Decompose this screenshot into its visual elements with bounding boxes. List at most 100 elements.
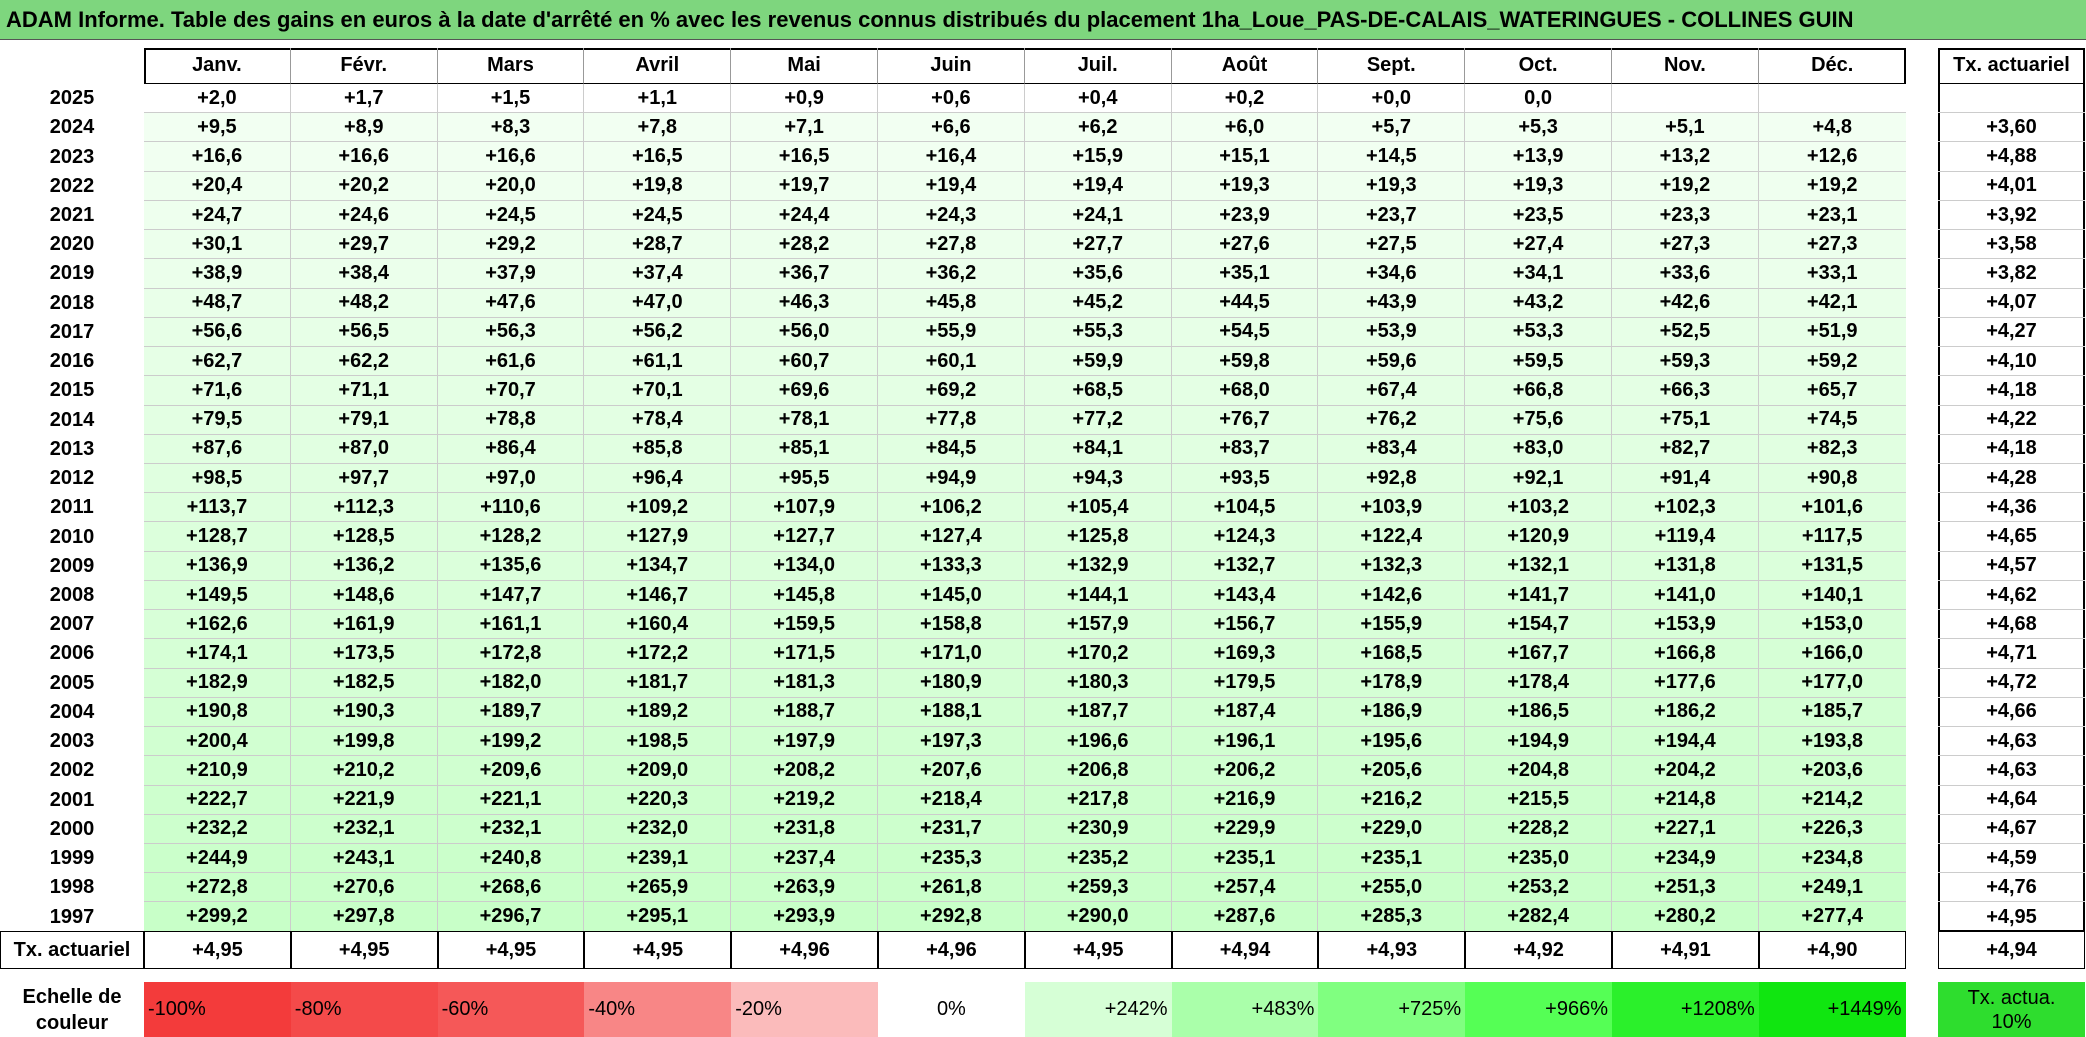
gain-cell: +170,2 (1024, 639, 1172, 669)
gain-cell: +7,1 (731, 113, 878, 143)
gain-cell: +127,9 (584, 522, 732, 552)
gain-cell: +214,2 (1758, 785, 1906, 815)
gain-cell: +153,9 (1612, 610, 1759, 640)
rate-cell: +4,07 (1938, 289, 2085, 318)
rate-cell: +4,28 (1938, 464, 2085, 494)
gain-cell: +69,6 (731, 376, 878, 406)
gain-cell: +232,2 (144, 814, 291, 844)
gain-cell: +180,3 (1024, 668, 1172, 698)
gain-cell: +6,0 (1171, 113, 1319, 143)
gain-cell: +157,9 (1024, 610, 1172, 640)
gain-cell: +282,4 (1465, 902, 1612, 932)
gain-cell: +234,8 (1758, 843, 1906, 874)
gain-cell: +15,1 (1171, 142, 1319, 172)
gain-cell: +103,2 (1465, 493, 1612, 523)
gain-cell: +134,7 (584, 551, 732, 581)
gain-cell: +181,3 (731, 668, 878, 698)
gain-cell: +48,7 (144, 288, 291, 318)
rate-cell: +4,01 (1938, 172, 2085, 201)
column-header: Mai (731, 48, 878, 84)
gain-cell: +182,5 (290, 668, 438, 698)
gain-cell: +47,6 (437, 288, 585, 318)
gain-cell: +131,8 (1612, 551, 1759, 581)
gain-cell: +77,2 (1024, 405, 1172, 435)
footer-cell: +4,96 (878, 931, 1025, 969)
gain-cell: +234,9 (1612, 843, 1759, 874)
gain-cell: +171,0 (878, 639, 1025, 669)
gain-cell: +5,3 (1465, 113, 1612, 143)
gain-cell: +230,9 (1024, 814, 1172, 844)
gain-cell: +9,5 (144, 113, 291, 143)
gain-cell: +231,7 (878, 814, 1025, 844)
gain-cell: +27,4 (1465, 230, 1612, 260)
year-label: 2016 (49, 350, 95, 373)
scale-rate-item: Tx. actua. 10% (1938, 982, 2085, 1037)
rate-cell: +4,10 (1938, 347, 2085, 377)
gain-cell: +229,9 (1171, 814, 1319, 844)
gain-cell: +105,4 (1024, 493, 1172, 523)
gain-cell: +98,5 (144, 463, 291, 494)
rate-cell: +4,36 (1938, 493, 2085, 523)
gain-cell: +78,4 (584, 405, 732, 435)
year-label: 2022 (49, 174, 95, 197)
gain-cell: +0,4 (1024, 84, 1172, 114)
gain-cell: +141,0 (1612, 580, 1759, 611)
gain-cell: +16,4 (878, 142, 1025, 172)
gain-cell: +54,5 (1171, 317, 1319, 348)
scale-item: +242% (1024, 982, 1172, 1037)
rate-cell: +4,71 (1938, 639, 2085, 669)
gain-cell: +62,2 (290, 347, 438, 377)
gain-cell: +158,8 (878, 610, 1025, 640)
gain-cell: +153,0 (1758, 610, 1906, 640)
gain-cell: +244,9 (144, 843, 291, 874)
gain-cell: +84,1 (1024, 434, 1172, 464)
gain-cell: +143,4 (1171, 580, 1319, 611)
gain-cell: +232,1 (290, 814, 438, 844)
gain-cell: +190,8 (144, 697, 291, 728)
column-header: Mars (437, 48, 585, 84)
gain-cell: +178,4 (1465, 668, 1612, 698)
gain-cell: +6,6 (878, 113, 1025, 143)
gain-cell: +196,1 (1171, 727, 1319, 757)
gain-cell: +182,0 (437, 668, 585, 698)
column-header: Août (1171, 48, 1319, 84)
gain-cell: +19,3 (1465, 171, 1612, 201)
gain-cell: +66,8 (1465, 376, 1612, 406)
gain-cell: +59,5 (1465, 347, 1612, 377)
gain-cell: +23,9 (1171, 200, 1319, 231)
gain-cell: +189,2 (584, 697, 732, 728)
gain-cell: +120,9 (1465, 522, 1612, 552)
scale-item: +1449% (1758, 982, 1906, 1037)
gain-cell: +187,7 (1024, 697, 1172, 728)
gain-cell: +91,4 (1612, 463, 1759, 494)
gain-cell: +66,3 (1612, 376, 1759, 406)
gain-cell: +1,5 (437, 84, 585, 114)
gain-cell: +83,4 (1318, 434, 1466, 464)
gain-cell: +127,7 (731, 522, 878, 552)
footer-cell: +4,95 (437, 931, 585, 969)
gain-cell: +210,2 (290, 756, 438, 786)
year-label: 1999 (49, 847, 95, 870)
year-label: 1997 (49, 905, 95, 928)
gain-cell: +24,5 (584, 200, 732, 231)
footer-cell: +4,94 (1171, 931, 1319, 969)
gain-cell: +8,3 (437, 113, 585, 143)
year-label: 2014 (49, 408, 95, 431)
rate-cell: +3,58 (1938, 230, 2085, 260)
gain-cell: +198,5 (584, 727, 732, 757)
gain-cell: +71,6 (144, 376, 291, 406)
gain-cell: +215,5 (1465, 785, 1612, 815)
footer-cell: +4,92 (1465, 931, 1612, 969)
gain-cell: +235,2 (1024, 843, 1172, 874)
gain-cell: +210,9 (144, 756, 291, 786)
gain-cell: +56,2 (584, 317, 732, 348)
gain-cell: +29,7 (290, 230, 438, 260)
gain-cell: +147,7 (437, 580, 585, 611)
rate-cell: +3,92 (1938, 201, 2085, 231)
rate-cell: +4,59 (1938, 844, 2085, 874)
footer-rate: +4,94 (1938, 931, 2085, 969)
gain-cell: +106,2 (878, 493, 1025, 523)
gain-cell: +27,5 (1318, 230, 1466, 260)
gain-cell: +199,8 (290, 727, 438, 757)
year-label: 2006 (49, 642, 95, 665)
